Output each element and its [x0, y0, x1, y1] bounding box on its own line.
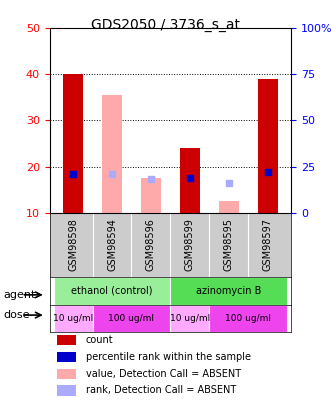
Point — [265, 169, 270, 175]
Bar — [258, 79, 278, 213]
Bar — [57, 335, 76, 345]
Text: GSM98598: GSM98598 — [68, 218, 78, 271]
Bar — [57, 352, 76, 362]
Text: azinomycin B: azinomycin B — [196, 286, 261, 296]
Text: GDS2050 / 3736_s_at: GDS2050 / 3736_s_at — [91, 18, 240, 32]
Point — [148, 176, 154, 183]
Text: percentile rank within the sample: percentile rank within the sample — [86, 352, 251, 362]
Bar — [170, 277, 287, 305]
Bar — [180, 148, 200, 213]
Text: dose: dose — [3, 310, 30, 320]
Bar — [170, 305, 210, 333]
Bar — [63, 75, 83, 213]
Text: ethanol (control): ethanol (control) — [71, 286, 153, 296]
Bar — [102, 95, 122, 213]
Point — [187, 175, 193, 181]
Text: count: count — [86, 335, 114, 345]
Bar — [57, 369, 76, 379]
Bar — [219, 201, 239, 213]
Text: GSM98594: GSM98594 — [107, 218, 117, 271]
Text: 100 ug/ml: 100 ug/ml — [109, 314, 155, 323]
Text: rank, Detection Call = ABSENT: rank, Detection Call = ABSENT — [86, 386, 236, 395]
Text: value, Detection Call = ABSENT: value, Detection Call = ABSENT — [86, 369, 241, 379]
Bar — [141, 178, 161, 213]
Text: 10 ug/ml: 10 ug/ml — [170, 314, 210, 323]
Text: agent: agent — [3, 290, 36, 300]
Text: GSM98595: GSM98595 — [224, 218, 234, 271]
Text: GSM98597: GSM98597 — [263, 218, 273, 271]
Bar — [57, 385, 76, 396]
Bar — [210, 305, 287, 333]
Point — [226, 180, 232, 186]
Text: GSM98599: GSM98599 — [185, 218, 195, 271]
Bar — [54, 305, 93, 333]
Bar — [54, 277, 170, 305]
Text: 100 ug/ml: 100 ug/ml — [225, 314, 271, 323]
Point — [109, 171, 115, 177]
Text: 10 ug/ml: 10 ug/ml — [53, 314, 93, 323]
Point — [71, 171, 76, 177]
Text: GSM98596: GSM98596 — [146, 218, 156, 271]
Bar — [93, 305, 170, 333]
